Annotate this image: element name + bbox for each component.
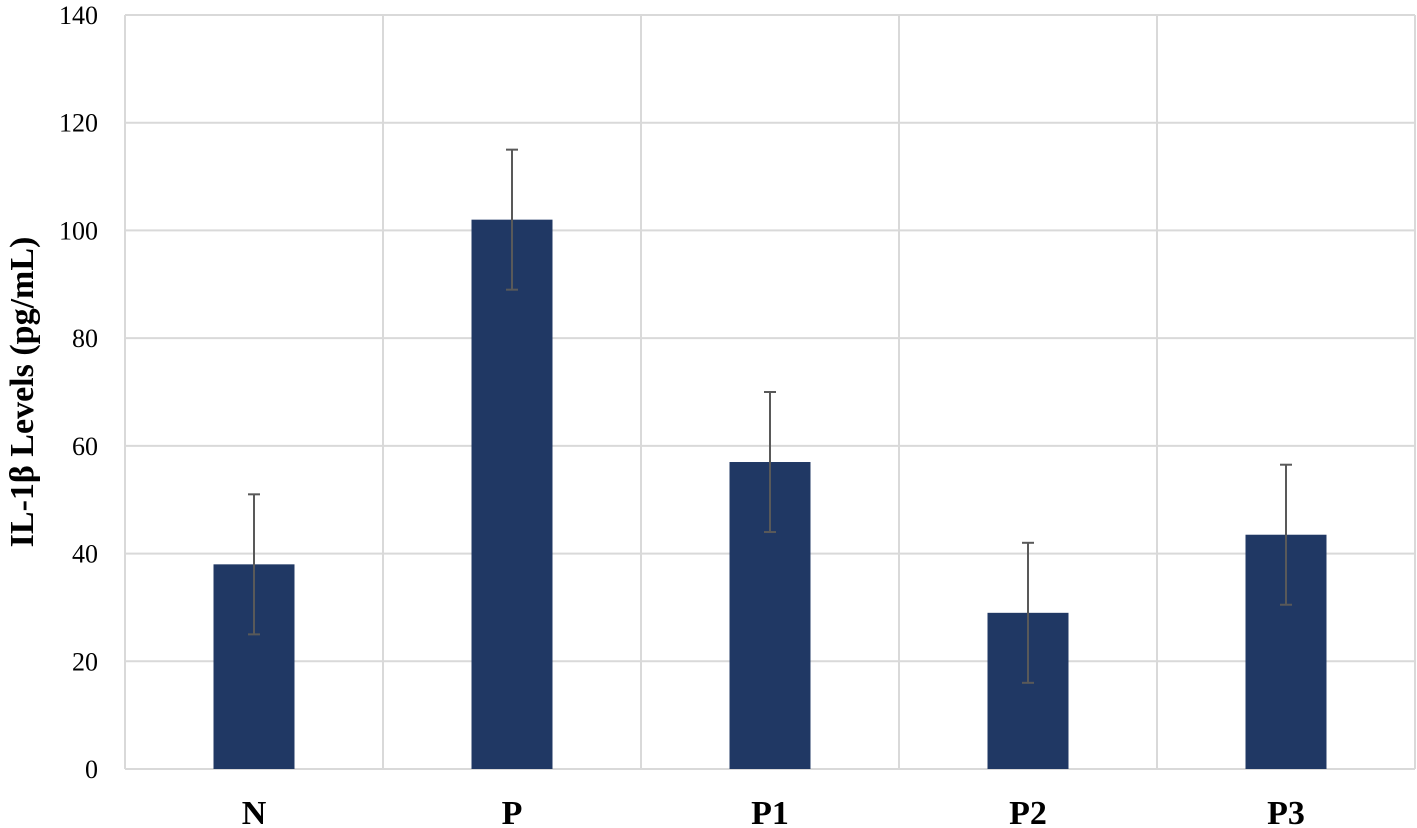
y-tick-label: 100 — [59, 216, 98, 245]
y-tick-labels: 0 20 40 60 80 100 120 140 — [59, 1, 98, 784]
y-tick-label: 120 — [59, 109, 98, 138]
bar-p — [471, 219, 553, 769]
y-tick-label: 80 — [72, 324, 98, 353]
grid-layer — [124, 14, 1416, 770]
error-bars-layer — [248, 148, 1292, 684]
x-category-label: P3 — [1267, 795, 1305, 828]
y-tick-label: 140 — [59, 1, 98, 30]
x-category-label: P — [502, 795, 523, 828]
y-axis-title: IL-1β Levels (pg/mL) — [4, 237, 41, 548]
x-category-label: N — [242, 795, 267, 828]
y-tick-label: 0 — [85, 755, 98, 784]
x-category-labels: N P P1 P2 P3 — [242, 795, 1305, 828]
y-tick-label: 20 — [72, 647, 98, 676]
x-category-label: P1 — [751, 795, 789, 828]
y-tick-label: 40 — [72, 540, 98, 569]
x-category-label: P2 — [1009, 795, 1047, 828]
y-tick-label: 60 — [72, 432, 98, 461]
bars-layer — [213, 219, 1327, 769]
